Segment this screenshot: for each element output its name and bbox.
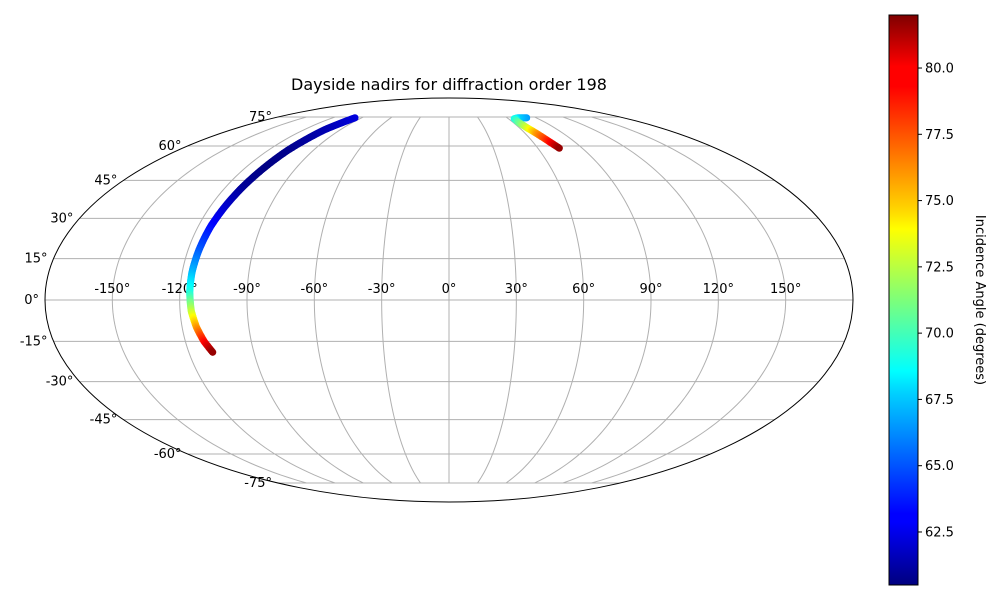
data-point <box>209 348 217 356</box>
lat-tick-label: 0° <box>24 293 39 308</box>
lat-tick-label: 15° <box>25 252 48 267</box>
lon-tick-label: 120° <box>703 282 734 297</box>
lon-tick-label: 30° <box>505 282 528 297</box>
lat-tick-label: 60° <box>159 139 182 154</box>
lon-tick-label: -150° <box>94 282 130 297</box>
lon-tick-label: -90° <box>233 282 261 297</box>
lat-tick-label: -30° <box>46 375 74 390</box>
colorbar-tick-label: 65.0 <box>925 459 954 474</box>
colorbar-tick-label: 75.0 <box>925 194 954 209</box>
graticule <box>45 116 853 484</box>
lon-tick-label: 90° <box>639 282 662 297</box>
lon-tick-labels: -150° -120° -90° -60° -30° 0° 30° 60° 90° 120° 150… <box>94 282 801 297</box>
colorbar-tick-label: 80.0 <box>925 62 954 77</box>
lon-tick-label: -30° <box>368 282 396 297</box>
lat-tick-label: -15° <box>20 334 48 349</box>
lon-tick-label: 150° <box>770 282 801 297</box>
colorbar-tick-label: 72.5 <box>925 260 954 275</box>
colorbar-tick-label: 62.5 <box>925 525 954 540</box>
colorbar-tick-label: 67.5 <box>925 393 954 408</box>
colorbar-ticks: 62.5 65.0 67.5 70.0 72.5 75.0 77.5 80.0 <box>918 62 954 540</box>
lat-tick-label: -75° <box>244 476 272 491</box>
lat-tick-label: 30° <box>50 211 73 226</box>
colorbar-gradient <box>888 14 919 586</box>
lat-tick-label: 45° <box>94 173 117 188</box>
lat-tick-label: 75° <box>249 110 272 125</box>
lon-tick-label: 0° <box>442 282 457 297</box>
lat-tick-label: -45° <box>90 413 118 428</box>
colorbar-tick-label: 77.5 <box>925 128 954 143</box>
colorbar: 62.5 65.0 67.5 70.0 72.5 75.0 77.5 80.0 Inciden… <box>888 14 987 586</box>
chart-title: Dayside nadirs for diffraction order 198 <box>291 75 607 94</box>
data-point <box>555 144 563 152</box>
colorbar-label: Incidence Angle (degrees) <box>972 215 987 385</box>
lat-tick-labels: 75° 60° 45° 30° 15° 0° -15° -30° -45° -60° -75° <box>20 110 272 491</box>
lon-tick-label: 60° <box>572 282 595 297</box>
colorbar-tick-label: 70.0 <box>925 327 954 342</box>
data-points <box>186 114 563 356</box>
lon-tick-label: -60° <box>300 282 328 297</box>
map-boundary <box>44 97 854 503</box>
lat-tick-label: -60° <box>154 447 182 462</box>
